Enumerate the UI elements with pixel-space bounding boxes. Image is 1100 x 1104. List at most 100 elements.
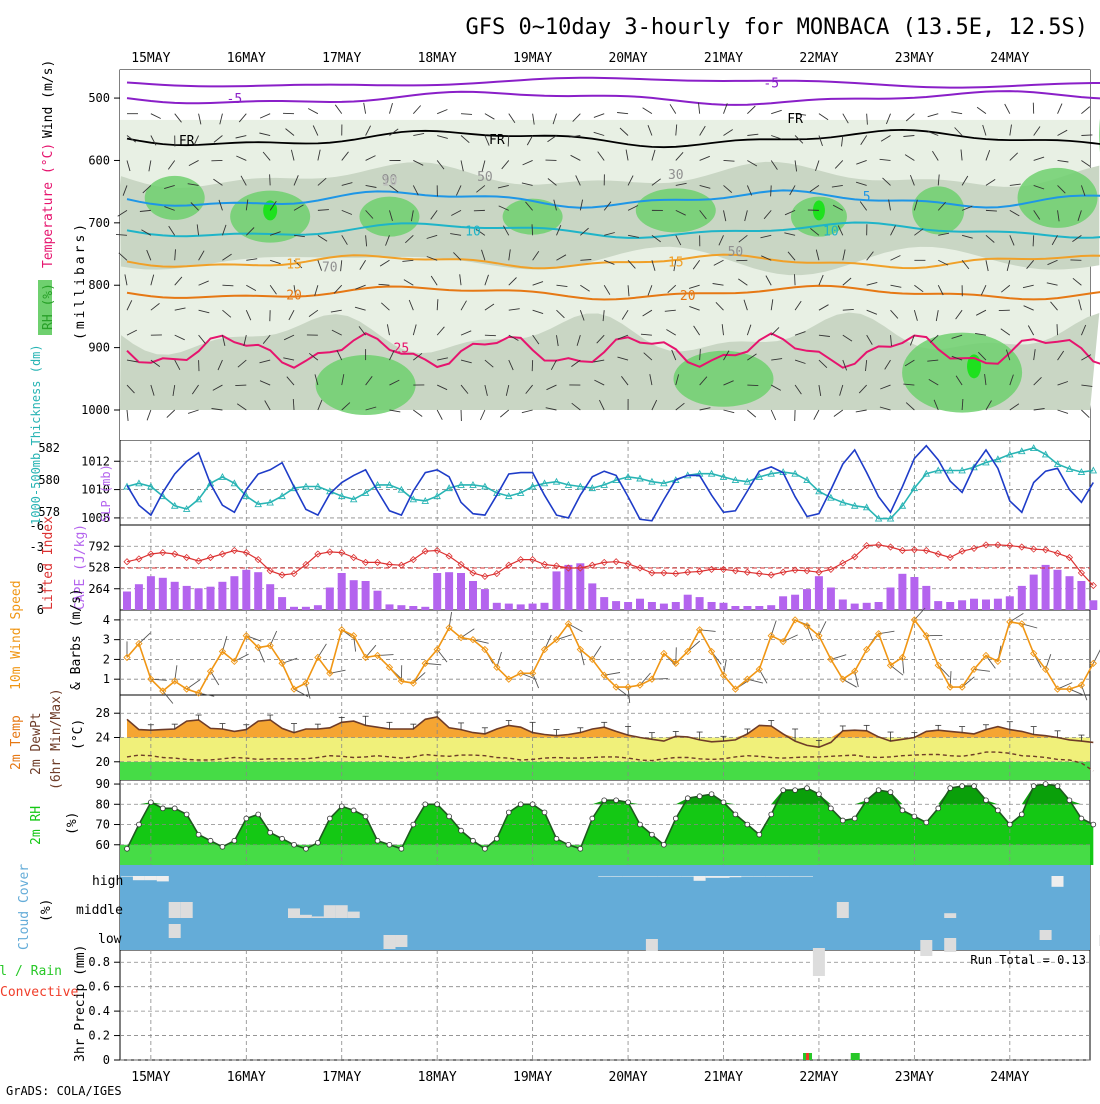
rh2m-line-point <box>900 808 905 813</box>
cape-bar <box>982 600 990 611</box>
profile-wind-barb <box>771 185 772 196</box>
cape-bar <box>624 602 632 610</box>
cape-bar <box>910 577 918 610</box>
rh2m-line-point <box>876 788 881 793</box>
cloud-ylabel-1: Cloud Cover <box>17 864 32 950</box>
rh2m-line-point <box>1079 816 1084 821</box>
date-label-bottom: 20MAY <box>608 1070 647 1085</box>
cloud-high-bar <box>670 876 682 877</box>
rh2m-line-point <box>447 814 452 819</box>
rh2m-line-point <box>984 798 989 803</box>
precip-run-total: Run Total = 0.13 <box>970 953 1086 967</box>
cape-bar <box>851 604 859 610</box>
pressure-ylabel-right: SLP (mb) <box>99 464 113 522</box>
rh2m-line-point <box>912 814 917 819</box>
cape-ytick-label: 792 <box>88 539 110 553</box>
cape-bar <box>183 586 191 610</box>
contour-label: 20 <box>680 289 696 304</box>
profile-wind-barb <box>270 174 271 185</box>
cape-bar <box>254 572 262 610</box>
cloud-bg <box>120 865 1090 950</box>
cape-bar <box>887 588 895 611</box>
profile-wind-barb <box>532 224 533 235</box>
cape-bar <box>266 584 274 610</box>
profile-ytick-label: 500 <box>88 91 110 105</box>
rh2m-line-point <box>566 842 571 847</box>
precip-ylabel-total: Total / Rain <box>0 964 62 979</box>
rh2m-line-point <box>125 846 130 851</box>
footer-credit: GrADS: COLA/IGES <box>6 1084 122 1098</box>
cloud-high-bar <box>658 876 670 877</box>
contour-label: 10 <box>823 224 839 239</box>
cape-bar <box>1018 586 1026 610</box>
cape-bar <box>922 586 930 610</box>
cape-bar <box>541 603 549 610</box>
rh2m-line-point <box>590 816 595 821</box>
contour-label: 15 <box>286 257 302 272</box>
cape-bar <box>409 606 417 610</box>
cape-bar <box>445 572 453 610</box>
cape-bar <box>708 602 716 610</box>
contour-label: 10 <box>382 174 398 189</box>
cloud-level-high: high <box>92 874 123 889</box>
rh2m-line-point <box>530 802 535 807</box>
rh2m-line-point <box>280 836 285 841</box>
precip-ytick-label: 0.8 <box>88 955 110 969</box>
cape-bar <box>374 591 382 610</box>
rh2m-ytick-label: 90 <box>96 777 110 791</box>
profile-ytick-label: 800 <box>88 278 110 292</box>
rh2m-line-point <box>924 820 929 825</box>
date-label-top: 22MAY <box>799 51 838 66</box>
rh2m-line-point <box>602 798 607 803</box>
cloud-high-bar <box>718 876 730 878</box>
date-label-bottom: 22MAY <box>799 1070 838 1085</box>
cape-bar <box>934 601 942 610</box>
rh2m-line-point <box>268 830 273 835</box>
temp2m-ylabel-4: (°C) <box>71 719 86 750</box>
rh2m-line-point <box>315 840 320 845</box>
profile-ytick-label: 900 <box>88 341 110 355</box>
cloud-low-bar <box>813 948 825 976</box>
rh2m-line-point <box>220 844 225 849</box>
rh2m-line-point <box>1091 822 1096 827</box>
cloud-low-bar <box>646 939 658 951</box>
cloud-high-bar <box>634 876 646 877</box>
date-label-top: 24MAY <box>990 51 1029 66</box>
cloud-ylabel-2: (%) <box>39 899 54 922</box>
cape-bar <box>1006 596 1014 610</box>
rh2m-line-point <box>972 784 977 789</box>
rh2m-line-point <box>769 812 774 817</box>
rh2m-line-point <box>685 796 690 801</box>
cloud-high-bar <box>1052 876 1064 887</box>
profile-ylabel-wind: Wind (m/s) <box>41 60 56 138</box>
rh2m-band-low <box>120 845 1090 865</box>
rh2m-line-point <box>339 804 344 809</box>
cloud-middle-bar <box>837 902 849 918</box>
cape-bar <box>791 595 799 610</box>
cape-bar <box>123 592 131 611</box>
profile-wind-barb <box>1033 235 1034 246</box>
cloud-low-bar <box>920 940 932 956</box>
cloud-middle-bar <box>169 902 181 918</box>
rh2m-line-point <box>292 842 297 847</box>
cloud-high-bar <box>598 876 610 877</box>
rh2m-line-point <box>363 814 368 819</box>
date-label-top: 19MAY <box>513 51 552 66</box>
cape-bar <box>421 607 429 610</box>
wind10m-ytick-label: 1 <box>103 672 110 686</box>
cape-bar <box>731 606 739 610</box>
cape-bar <box>755 606 763 610</box>
rh2m-line-point <box>650 832 655 837</box>
cape-bar <box>469 581 477 610</box>
contour-label: FR <box>179 134 195 149</box>
rh2m-line-point <box>1043 782 1048 787</box>
cape-bar <box>433 573 441 610</box>
date-label-bottom: 24MAY <box>990 1070 1029 1085</box>
rh2m-line-point <box>471 838 476 843</box>
cloud-high-bar <box>741 876 753 877</box>
cloud-low-bar <box>384 935 396 949</box>
cape-bar <box>1066 576 1074 610</box>
temp2m-ytick-label: 24 <box>96 731 110 745</box>
rh2m-line-point <box>1055 784 1060 789</box>
rh2m-line-point <box>805 786 810 791</box>
